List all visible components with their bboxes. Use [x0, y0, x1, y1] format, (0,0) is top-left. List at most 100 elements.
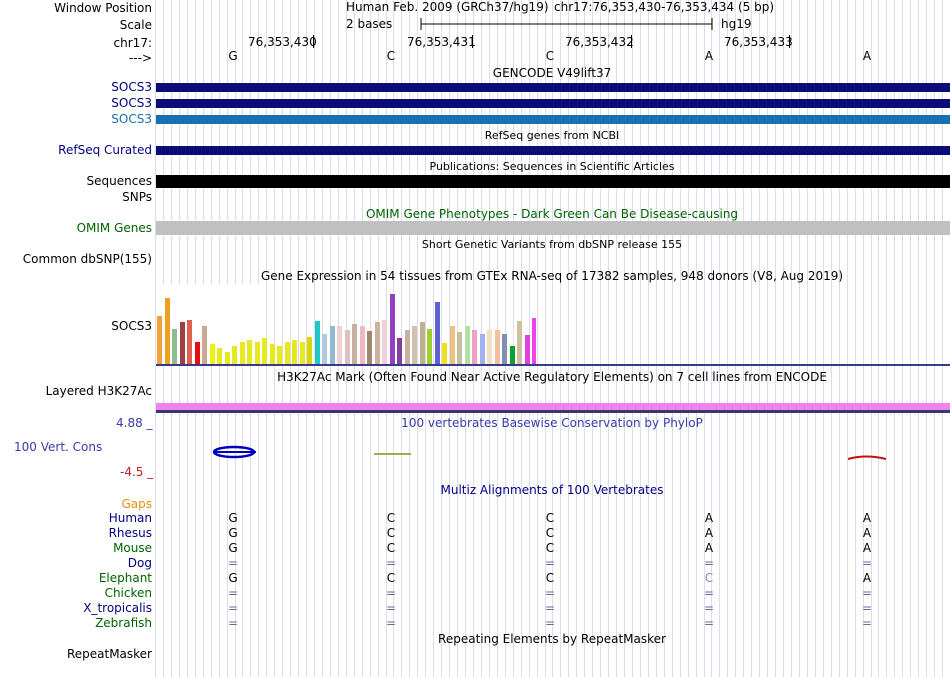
grid-line	[648, 0, 649, 677]
phylop-label[interactable]: 100 Vert. Cons	[14, 440, 103, 454]
grid-line	[855, 0, 856, 677]
gtex-tissue-bar[interactable]	[382, 320, 387, 364]
gtex-tissue-bar[interactable]	[337, 326, 342, 364]
gtex-tissue-bar[interactable]	[270, 344, 275, 364]
gencode-gene-label[interactable]: SOCS3	[111, 80, 152, 94]
gtex-tissue-bar[interactable]	[420, 322, 425, 364]
gtex-tissue-bar[interactable]	[495, 330, 500, 364]
species-label[interactable]: Chicken	[104, 586, 152, 600]
gtex-tissue-bar[interactable]	[480, 334, 485, 364]
gtex-tissue-bar[interactable]	[435, 302, 440, 364]
gencode-gene-label[interactable]: SOCS3	[111, 112, 152, 126]
species-label[interactable]: Elephant	[98, 571, 152, 585]
gtex-tissue-bar[interactable]	[217, 348, 222, 364]
grid-line	[847, 0, 848, 677]
h3k27ac-label[interactable]: Layered H3K27Ac	[45, 384, 152, 398]
gtex-tissue-bar[interactable]	[255, 342, 260, 364]
ref-base: C	[386, 49, 396, 63]
grid-line	[942, 0, 943, 677]
gtex-tissue-bar[interactable]	[202, 326, 207, 364]
alignment-base: A	[704, 526, 714, 540]
refseq-label[interactable]: RefSeq Curated	[58, 143, 152, 157]
gtex-tissue-bar[interactable]	[405, 330, 410, 364]
position-text[interactable]: chr17:76,353,430-76,353,434 (5 bp)	[554, 0, 775, 14]
grid-line	[449, 0, 450, 677]
gtex-tissue-bar[interactable]	[510, 346, 515, 364]
gtex-tissue-bar[interactable]	[465, 326, 470, 364]
gtex-tissue-bar[interactable]	[247, 340, 252, 364]
refseq-gene-bar[interactable]	[156, 146, 950, 155]
gtex-tissue-bar[interactable]	[180, 322, 185, 364]
gtex-tissue-bar[interactable]	[487, 330, 492, 364]
gtex-tissue-bar[interactable]	[225, 352, 230, 364]
gtex-tissue-bar[interactable]	[397, 338, 402, 364]
species-label[interactable]: Mouse	[113, 541, 152, 555]
species-label[interactable]: Rhesus	[108, 526, 152, 540]
gtex-tissue-bar[interactable]	[427, 329, 432, 364]
omim-label[interactable]: OMIM Genes	[76, 221, 152, 235]
gtex-tissue-bar[interactable]	[277, 346, 282, 364]
gtex-tissue-bar[interactable]	[330, 326, 335, 364]
gtex-tissue-bar[interactable]	[442, 343, 447, 364]
gtex-tissue-bar[interactable]	[517, 321, 522, 364]
species-label[interactable]: Dog	[127, 556, 152, 570]
repeatmasker-label[interactable]: RepeatMasker	[66, 647, 152, 661]
gtex-tissue-bar[interactable]	[360, 326, 365, 364]
gtex-tissue-bar[interactable]	[165, 298, 170, 364]
gencode-gene-bar[interactable]	[156, 115, 950, 124]
dbsnp-label[interactable]: Common dbSNP(155)	[22, 252, 152, 266]
h3k27ac-signal[interactable]	[156, 403, 950, 410]
gtex-tissue-bar[interactable]	[390, 294, 395, 364]
gtex-tissue-bar[interactable]	[187, 320, 192, 364]
publications-bar[interactable]	[156, 175, 950, 188]
h3k27ac-baseline	[156, 410, 950, 413]
gencode-gene-bar[interactable]	[156, 83, 950, 92]
snps-label[interactable]: SNPs	[122, 190, 152, 204]
gtex-tissue-bar[interactable]	[285, 342, 290, 364]
gtex-label[interactable]: SOCS3	[111, 319, 152, 333]
gtex-tissue-bar[interactable]	[262, 338, 267, 364]
gtex-tissue-bar[interactable]	[172, 329, 177, 364]
phylop-signal[interactable]	[156, 440, 950, 470]
gtex-tissue-bar[interactable]	[232, 346, 237, 364]
gtex-tissue-bar[interactable]	[472, 330, 477, 364]
scale-label: Scale	[119, 18, 152, 32]
gtex-tissue-bar[interactable]	[367, 331, 372, 364]
gtex-tissue-bar[interactable]	[412, 326, 417, 364]
species-label[interactable]: Zebrafish	[95, 616, 152, 630]
gtex-tissue-bar[interactable]	[525, 335, 530, 364]
gtex-tissue-bar[interactable]	[502, 334, 507, 364]
grid-line	[155, 0, 156, 677]
gtex-bar-chart[interactable]	[156, 284, 536, 365]
gtex-tissue-bar[interactable]	[352, 324, 357, 364]
gtex-tissue-bar[interactable]	[210, 344, 215, 364]
alignment-base: =	[703, 616, 715, 630]
species-label[interactable]: Human	[108, 511, 152, 525]
gtex-tissue-bar[interactable]	[322, 334, 327, 364]
gtex-tissue-bar[interactable]	[457, 332, 462, 364]
grid-line	[926, 0, 927, 677]
gencode-gene-label[interactable]: SOCS3	[111, 96, 152, 110]
grid-line	[863, 0, 864, 677]
gtex-tissue-bar[interactable]	[532, 318, 536, 364]
alignment-base: C	[704, 571, 714, 585]
publications-label[interactable]: Sequences	[86, 174, 152, 188]
gtex-tissue-bar[interactable]	[375, 322, 380, 364]
gtex-tissue-bar[interactable]	[345, 330, 350, 364]
gtex-tissue-bar[interactable]	[300, 342, 305, 364]
gtex-tissue-bar[interactable]	[450, 326, 455, 364]
species-label[interactable]: X_tropicalis	[83, 601, 152, 615]
gtex-tissue-bar[interactable]	[195, 342, 200, 364]
gtex-tissue-bar[interactable]	[292, 340, 297, 364]
grid-line	[719, 0, 720, 677]
grid-line	[791, 0, 792, 677]
gtex-tissue-bar[interactable]	[240, 342, 245, 364]
grid-line	[552, 0, 553, 677]
grid-line	[831, 0, 832, 677]
gaps-label[interactable]: Gaps	[121, 497, 152, 511]
gtex-tissue-bar[interactable]	[315, 321, 320, 364]
gtex-tissue-bar[interactable]	[157, 316, 162, 364]
gencode-gene-bar[interactable]	[156, 99, 950, 108]
gtex-tissue-bar[interactable]	[307, 337, 312, 364]
omim-bar[interactable]	[156, 221, 950, 235]
